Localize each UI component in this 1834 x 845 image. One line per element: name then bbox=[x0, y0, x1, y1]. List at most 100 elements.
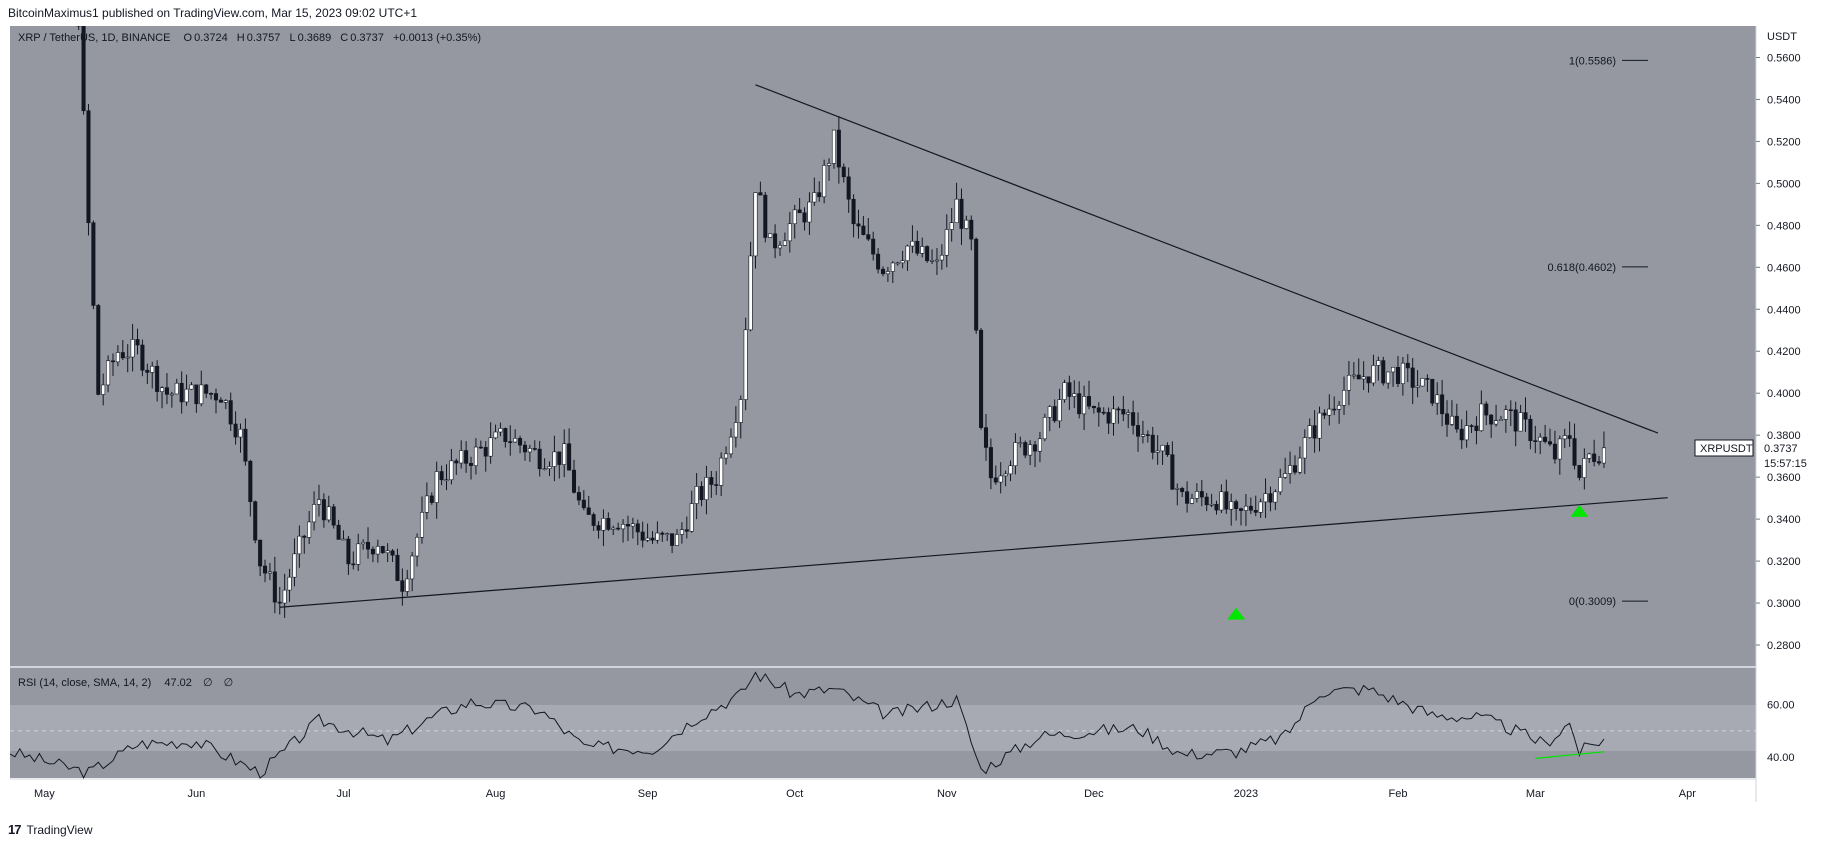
time-tick-label: Aug bbox=[486, 788, 506, 800]
candle-body bbox=[1003, 473, 1008, 477]
candle-body bbox=[1194, 491, 1199, 499]
candle-body bbox=[464, 450, 469, 464]
candle-body bbox=[1283, 473, 1288, 478]
candle-body bbox=[410, 555, 415, 580]
candle-body bbox=[155, 365, 160, 392]
candle-body bbox=[375, 546, 380, 555]
legend-h-label: H bbox=[237, 32, 245, 44]
candle-body bbox=[591, 514, 596, 526]
candle-body bbox=[841, 166, 846, 178]
candle-body bbox=[1547, 441, 1553, 445]
candle-body bbox=[96, 305, 101, 395]
candle-body bbox=[145, 369, 150, 373]
candle-body bbox=[1086, 396, 1092, 407]
fib-level-label: 1(0.5586) bbox=[1569, 55, 1616, 67]
candle-body bbox=[1538, 436, 1543, 442]
candle-body bbox=[1449, 415, 1454, 425]
candle-body bbox=[199, 384, 204, 405]
main-pane-bg bbox=[10, 26, 1756, 666]
candle-body bbox=[395, 554, 400, 581]
candle-body bbox=[1332, 408, 1337, 411]
candle-body bbox=[140, 344, 145, 371]
candle-body bbox=[1533, 440, 1538, 442]
candle-body bbox=[1557, 438, 1562, 460]
rsi-band bbox=[10, 705, 1756, 751]
candle-body bbox=[969, 219, 974, 240]
candle-body bbox=[366, 541, 371, 550]
candle-body bbox=[670, 533, 675, 546]
candle-body bbox=[1150, 434, 1155, 453]
candle-body bbox=[964, 219, 969, 229]
candle-body bbox=[1253, 510, 1258, 513]
candle-body bbox=[204, 384, 209, 394]
candle-body bbox=[312, 504, 317, 523]
candle-body bbox=[493, 431, 498, 439]
candle-body bbox=[444, 479, 449, 482]
candle-body bbox=[621, 524, 626, 530]
green-up-arrow-icon bbox=[1227, 607, 1246, 620]
candle-body bbox=[993, 477, 998, 483]
candle-body bbox=[1425, 378, 1430, 380]
candle-body bbox=[944, 229, 949, 256]
candle-body bbox=[228, 400, 233, 425]
price-tick-label: 0.4800 bbox=[1767, 220, 1801, 232]
candle-body bbox=[954, 198, 959, 224]
time-tick-label: Mar bbox=[1526, 788, 1545, 800]
candle-body bbox=[267, 571, 272, 574]
candle-body bbox=[1307, 425, 1312, 438]
candle-body bbox=[316, 499, 321, 505]
candle-body bbox=[890, 262, 895, 272]
candle-body bbox=[694, 486, 699, 504]
candle-body bbox=[930, 260, 935, 262]
tradingview-logo-icon: 17 bbox=[8, 822, 22, 837]
candle-body bbox=[758, 192, 763, 196]
candle-body bbox=[979, 329, 984, 428]
candle-body bbox=[1464, 425, 1469, 441]
candle-body bbox=[115, 352, 120, 363]
time-tick-label: Apr bbox=[1679, 788, 1696, 800]
candle-body bbox=[1582, 458, 1587, 478]
time-tick-label: 2023 bbox=[1234, 788, 1258, 800]
candle-body bbox=[498, 428, 503, 433]
fib-level-label: 0(0.3009) bbox=[1569, 596, 1616, 608]
candle-body bbox=[567, 443, 572, 471]
candle-body bbox=[307, 521, 312, 538]
candle-body bbox=[351, 563, 356, 566]
candle-body bbox=[851, 198, 856, 225]
candle-body bbox=[1067, 382, 1072, 397]
candle-body bbox=[1567, 435, 1572, 439]
candle-body bbox=[876, 253, 881, 270]
candle-body bbox=[1410, 367, 1415, 388]
rsi-line bbox=[9, 671, 1605, 779]
candle-body bbox=[974, 238, 979, 331]
candle-body bbox=[106, 360, 111, 386]
time-tick-label: Sep bbox=[638, 788, 658, 800]
candle-body bbox=[812, 192, 817, 203]
candle-body bbox=[1013, 442, 1018, 467]
rsi-tick-label: 40.00 bbox=[1767, 752, 1795, 764]
candle-body bbox=[160, 387, 165, 392]
candle-body bbox=[1498, 419, 1503, 421]
candle-body bbox=[1121, 409, 1126, 415]
candle-body bbox=[719, 457, 724, 486]
candle-body bbox=[866, 234, 871, 240]
candle-body bbox=[1494, 420, 1499, 425]
candle-body bbox=[385, 550, 390, 554]
candle-body bbox=[1033, 444, 1038, 452]
candle-body bbox=[1057, 399, 1062, 422]
symbol-legend: XRP / TetherUS, 1D, BINANCE O 0.3724 H 0.3… bbox=[18, 32, 481, 44]
candle-body bbox=[885, 271, 890, 275]
candle-body bbox=[238, 428, 243, 438]
candle-body bbox=[243, 428, 248, 462]
candle-body bbox=[1106, 412, 1111, 424]
time-tick-label: Feb bbox=[1388, 788, 1407, 800]
candle-body bbox=[1528, 418, 1533, 441]
chart-canvas[interactable]: 1(0.5586) 0.618(0.4602) 0(0.3009) 60.00 40.… bbox=[0, 26, 1834, 816]
candle-body bbox=[1155, 450, 1160, 453]
candle-body bbox=[287, 576, 292, 591]
candle-body bbox=[802, 212, 807, 223]
candle-body bbox=[1395, 366, 1400, 384]
candle-body bbox=[1366, 376, 1371, 384]
rsi-legend-label: RSI (14, close, SMA, 14, 2) bbox=[18, 677, 151, 689]
candle-body bbox=[454, 460, 459, 464]
